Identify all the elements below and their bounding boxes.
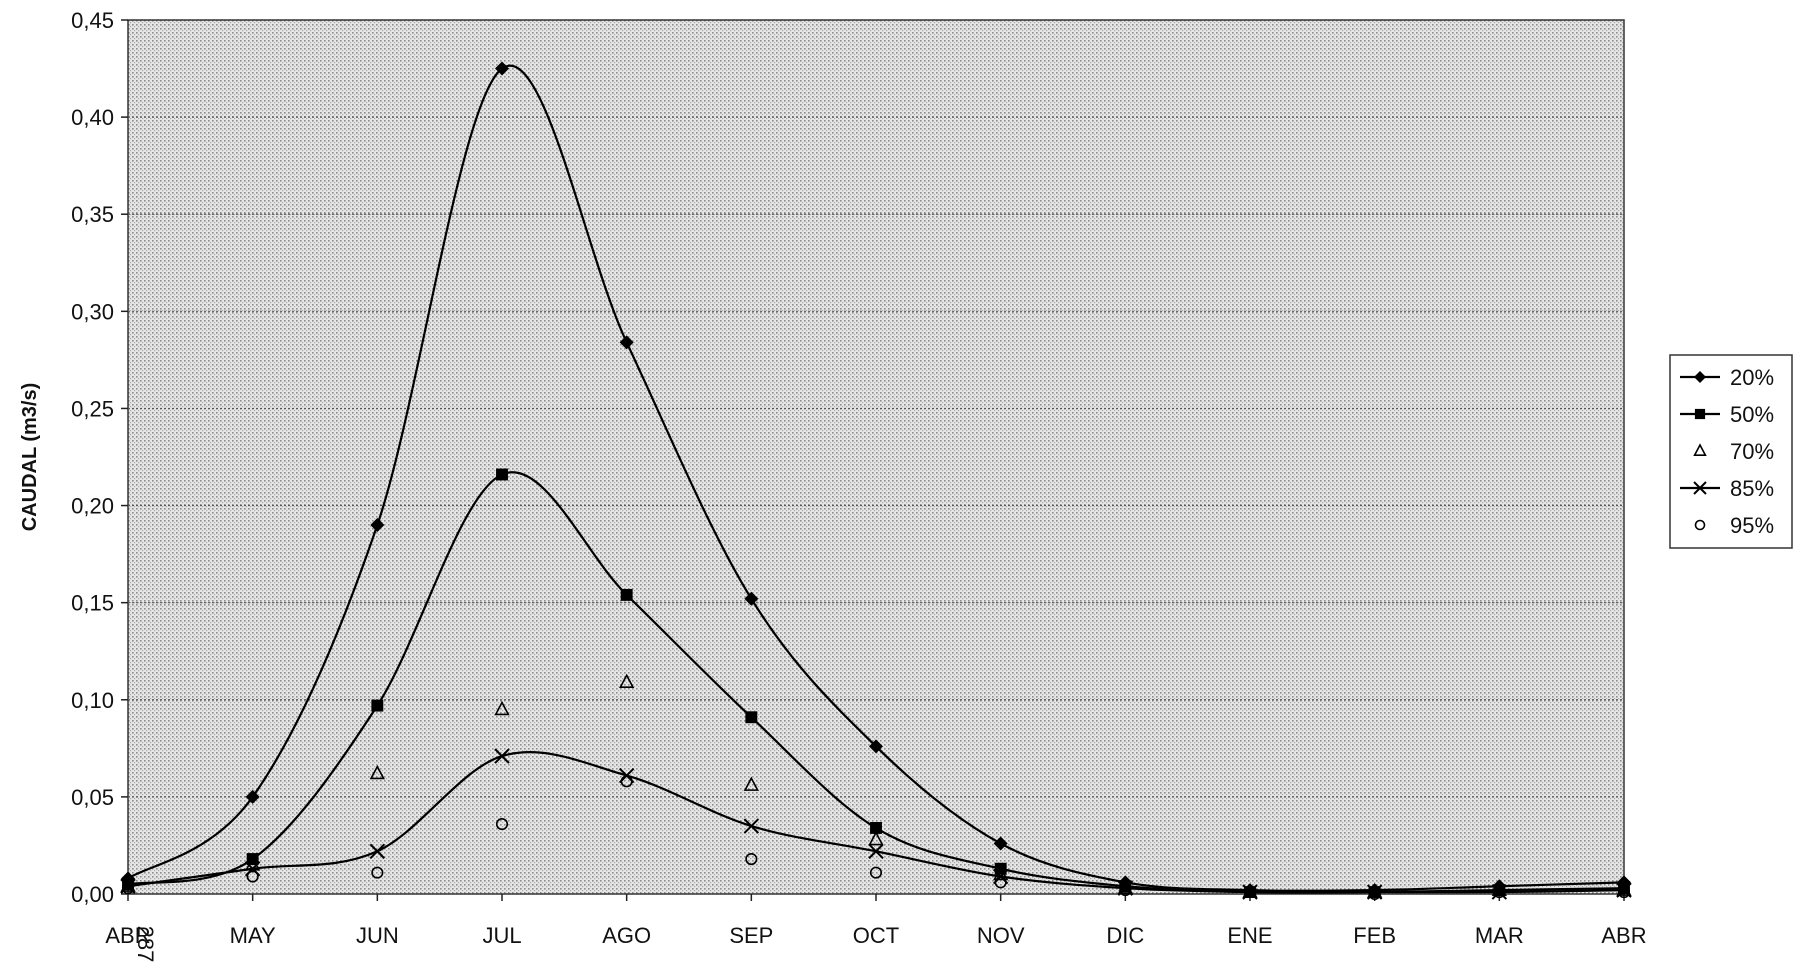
data-point-50pct (1493, 884, 1506, 897)
x-tick-label: JUN (356, 923, 399, 948)
y-tick-label: 0,10 (71, 688, 114, 713)
legend-item-85pct: 85% (1680, 476, 1774, 501)
y-tick-label: 0,20 (71, 494, 114, 519)
plot-area (127, 19, 1625, 895)
data-point-85pct (494, 748, 510, 764)
legend-item-95pct: 95% (1694, 513, 1774, 538)
x-tick-label: AGO (602, 923, 651, 948)
x-tick-label: JUL (482, 923, 521, 948)
legend-item-70pct: 70% (1693, 439, 1774, 464)
data-point-95pct (1368, 887, 1381, 901)
data-point-95pct (371, 866, 384, 879)
data-point-70pct (619, 673, 635, 688)
series-group (120, 61, 1632, 901)
data-point-85pct (1491, 884, 1508, 900)
x-tick-label: ABR (1601, 923, 1646, 948)
data-point-50pct (1119, 880, 1132, 893)
data-point-85pct (1242, 884, 1258, 900)
y-axis-ticks: 0,00 0,05 0,10 0,15 0,20 0,25 0,30 0,35 0,40 0,45 (71, 8, 128, 907)
data-point-70pct (1616, 881, 1632, 896)
legend: 20% 50% 70% 85% 95% (1669, 354, 1793, 549)
data-point-95pct (869, 866, 883, 879)
data-point-70pct (868, 830, 884, 846)
x-tick-label: OCT (853, 923, 899, 948)
data-point-95pct (246, 870, 259, 883)
legend-box (1669, 354, 1793, 549)
series-95pct (121, 775, 1631, 901)
y-tick-label: 0,25 (71, 396, 114, 421)
x-tick-label: NOV (977, 923, 1025, 948)
data-point-20pct (495, 61, 509, 76)
data-point-95pct (745, 852, 758, 866)
legend-marker-20pct (1694, 371, 1706, 383)
data-point-50pct (1618, 882, 1630, 895)
data-point-70pct (494, 700, 510, 716)
data-point-95pct (994, 876, 1007, 889)
x-tick-label: ABR (105, 923, 150, 948)
legend-marker-95pct (1694, 519, 1706, 531)
data-point-20pct (869, 739, 883, 754)
data-point-20pct (993, 836, 1008, 851)
data-point-95pct (1493, 886, 1506, 899)
legend-marker-85pct (1693, 481, 1707, 495)
data-point-50pct (496, 468, 508, 481)
data-point-20pct (744, 591, 759, 606)
data-point-70pct (743, 776, 759, 791)
x-tick-label: SEP (729, 923, 773, 948)
x-axis-ticks: ABR MAY JUN JUL AGO SEP OCT NOV DIC ENE FEB MAR ABR (105, 894, 1647, 948)
data-point-50pct (745, 711, 758, 724)
x-tick-label: MAY (230, 923, 276, 948)
legend-marker-50pct (1694, 408, 1706, 420)
legend-label: 70% (1730, 439, 1774, 464)
y-tick-label: 0,05 (71, 785, 114, 810)
legend-item-50pct: 50% (1680, 402, 1774, 427)
data-point-95pct (1617, 886, 1631, 899)
data-point-85pct (868, 843, 884, 859)
data-point-50pct (122, 878, 134, 891)
data-point-20pct (619, 335, 634, 350)
data-point-95pct (495, 818, 509, 831)
data-point-95pct (1243, 886, 1257, 899)
x-tick-label: FEB (1353, 923, 1396, 948)
legend-item-20pct: 20% (1680, 365, 1774, 390)
y-tick-label: 0,40 (71, 105, 114, 130)
data-point-50pct (870, 822, 882, 834)
y-tick-label: 0,35 (71, 202, 114, 227)
legend-marker-70pct (1693, 443, 1707, 457)
y-axis-label: CAUDAL (m3/s) (19, 383, 41, 532)
data-point-95pct (620, 775, 633, 788)
data-point-20pct (245, 789, 260, 804)
data-point-85pct (369, 843, 386, 859)
legend-label: 20% (1730, 365, 1774, 390)
y-tick-label: 0,45 (71, 8, 114, 33)
series-85pct (120, 748, 1632, 900)
legend-label: 95% (1730, 513, 1774, 538)
legend-label: 50% (1730, 402, 1774, 427)
page-number: 287 (133, 926, 158, 963)
x-tick-label: DIC (1106, 923, 1144, 948)
y-tick-label: 0,15 (71, 591, 114, 616)
data-point-70pct (369, 764, 385, 780)
data-point-95pct (1119, 884, 1132, 897)
data-point-50pct (371, 699, 384, 712)
legend-label: 85% (1730, 476, 1774, 501)
x-tick-label: MAR (1475, 923, 1524, 948)
data-point-50pct (620, 588, 633, 601)
y-tick-label: 0,30 (71, 299, 114, 324)
data-point-95pct (121, 882, 135, 895)
y-tick-label: 0,00 (71, 882, 114, 907)
data-point-85pct (743, 818, 760, 834)
x-tick-label: ENE (1227, 923, 1272, 948)
data-point-20pct (370, 517, 385, 532)
